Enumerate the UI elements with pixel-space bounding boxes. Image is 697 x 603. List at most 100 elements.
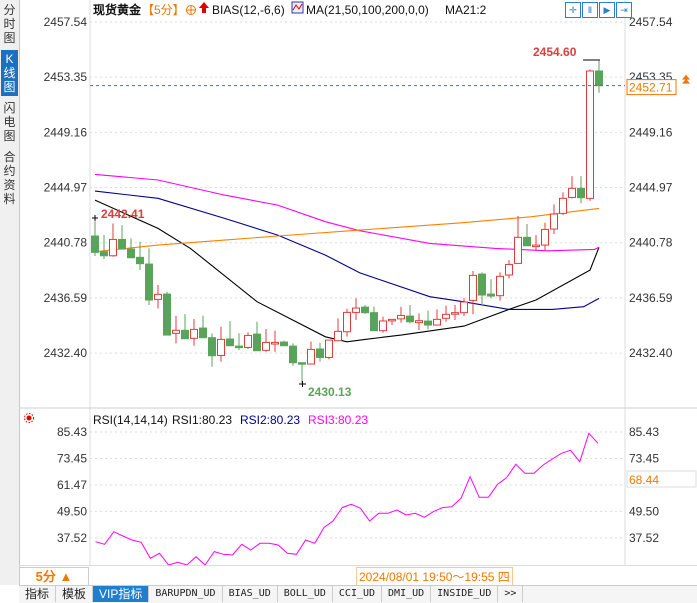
sidebar-item-kline[interactable]: K线图 bbox=[1, 50, 18, 96]
candle[interactable] bbox=[343, 308, 351, 337]
sidebar-item-contract-info[interactable]: 合约资料 bbox=[3, 150, 16, 206]
candle[interactable] bbox=[226, 321, 234, 347]
sidebar-item-timeshare[interactable]: 分时图 bbox=[3, 3, 16, 45]
annotation-low-marker bbox=[299, 381, 306, 387]
candle[interactable] bbox=[91, 221, 99, 257]
candle[interactable] bbox=[136, 241, 144, 270]
candle-body bbox=[487, 293, 495, 297]
candle-body bbox=[181, 329, 189, 340]
tab-inside[interactable]: INSIDE_UD bbox=[431, 586, 499, 602]
exit-icon[interactable]: ⇥ bbox=[616, 2, 632, 18]
candle[interactable] bbox=[433, 309, 441, 326]
tab-dmi[interactable]: DMI_UD bbox=[382, 586, 432, 602]
candle-body bbox=[118, 238, 126, 250]
candle[interactable] bbox=[262, 328, 270, 352]
tab-vip-indicators[interactable]: VIP指标 bbox=[93, 586, 150, 602]
candle[interactable] bbox=[181, 314, 189, 340]
price-axis-label-left: 2440.78 bbox=[44, 236, 88, 250]
candle[interactable] bbox=[478, 272, 486, 306]
candle[interactable] bbox=[370, 306, 378, 332]
candle[interactable] bbox=[244, 332, 252, 350]
candle[interactable] bbox=[208, 333, 216, 367]
tab-cci[interactable]: CCI_UD bbox=[333, 586, 383, 602]
crosshair-icon[interactable]: ✛ bbox=[565, 2, 581, 18]
tab-boll[interactable]: BOLL_UD bbox=[278, 586, 333, 602]
tab-bias[interactable]: BIAS_UD bbox=[223, 586, 278, 602]
candle[interactable] bbox=[550, 204, 558, 235]
candle[interactable] bbox=[388, 318, 396, 326]
candle[interactable] bbox=[460, 298, 468, 317]
candle[interactable] bbox=[523, 224, 531, 247]
settings-circle-icon[interactable] bbox=[186, 5, 196, 15]
candle-body bbox=[550, 213, 558, 230]
price-alert-arrow-icon[interactable] bbox=[682, 74, 690, 84]
range-icon[interactable]: Ⅱ bbox=[582, 2, 598, 18]
candle[interactable] bbox=[280, 340, 288, 347]
candle[interactable] bbox=[163, 291, 171, 336]
price-axis-label-left: 2453.35 bbox=[44, 70, 88, 84]
ma-indicator-label[interactable]: MA(21,50,100,200,0,0) bbox=[306, 3, 429, 17]
candle[interactable] bbox=[307, 341, 315, 365]
candle[interactable] bbox=[217, 326, 225, 362]
candle[interactable] bbox=[451, 305, 459, 321]
candle-body bbox=[127, 248, 135, 259]
candle[interactable] bbox=[253, 321, 261, 352]
candle[interactable] bbox=[235, 333, 243, 351]
candle-body bbox=[154, 293, 162, 300]
tab-indicators[interactable]: 指标 bbox=[19, 586, 57, 602]
candle-body bbox=[379, 320, 387, 332]
candle[interactable] bbox=[379, 316, 387, 333]
candle[interactable] bbox=[595, 60, 603, 93]
ma21-value: MA21:2 bbox=[445, 3, 487, 17]
candle[interactable] bbox=[109, 223, 117, 257]
candle[interactable] bbox=[541, 222, 549, 252]
sun-settings-icon[interactable] bbox=[24, 413, 34, 423]
bias-indicator-label[interactable]: BIAS(12,-6,6) bbox=[212, 3, 285, 17]
tab-more[interactable]: >> bbox=[498, 586, 524, 602]
candle[interactable] bbox=[577, 176, 585, 204]
candle[interactable] bbox=[532, 235, 540, 251]
candle[interactable] bbox=[190, 319, 198, 346]
candle[interactable] bbox=[514, 215, 522, 264]
tab-templates[interactable]: 模板 bbox=[56, 586, 94, 602]
candle[interactable] bbox=[289, 343, 297, 366]
candle[interactable] bbox=[334, 318, 342, 342]
candle[interactable] bbox=[100, 235, 108, 260]
candle[interactable] bbox=[325, 339, 333, 360]
candle[interactable] bbox=[424, 310, 432, 330]
candle[interactable] bbox=[415, 313, 423, 331]
candle[interactable] bbox=[496, 272, 504, 301]
candle[interactable] bbox=[316, 342, 324, 362]
candle-body bbox=[316, 348, 324, 358]
play-range-icon[interactable]: ▶ bbox=[599, 2, 615, 18]
candle[interactable] bbox=[361, 305, 369, 314]
candle[interactable] bbox=[559, 192, 567, 216]
candle-body bbox=[172, 329, 180, 334]
candle[interactable] bbox=[145, 248, 153, 306]
candle[interactable] bbox=[442, 305, 450, 322]
candle[interactable] bbox=[154, 285, 162, 309]
candle[interactable] bbox=[118, 225, 126, 250]
sidebar-item-flash[interactable]: 闪电图 bbox=[3, 101, 16, 143]
candle[interactable] bbox=[487, 279, 495, 299]
candle[interactable] bbox=[352, 298, 360, 321]
candle[interactable] bbox=[271, 330, 279, 352]
candle[interactable] bbox=[568, 176, 576, 199]
period-selector[interactable]: 5分 ▲ bbox=[19, 567, 89, 587]
rsi-axis-label-left: 49.50 bbox=[57, 504, 87, 518]
tab-barupdn[interactable]: BARUPDN_UD bbox=[149, 586, 223, 602]
candle[interactable] bbox=[298, 362, 306, 383]
rsi-axis-label-left: 73.45 bbox=[57, 451, 87, 465]
candle[interactable] bbox=[505, 260, 513, 279]
price-axis-label-right: 2444.97 bbox=[629, 181, 673, 195]
candle[interactable] bbox=[586, 69, 594, 201]
candle[interactable] bbox=[406, 305, 414, 324]
candle-body bbox=[415, 320, 423, 324]
rsi-axis-label-left: 85.43 bbox=[57, 425, 87, 439]
candle[interactable] bbox=[397, 306, 405, 323]
candle[interactable] bbox=[199, 315, 207, 339]
candle[interactable] bbox=[127, 238, 135, 259]
candle[interactable] bbox=[469, 271, 477, 315]
candle[interactable] bbox=[172, 315, 180, 344]
